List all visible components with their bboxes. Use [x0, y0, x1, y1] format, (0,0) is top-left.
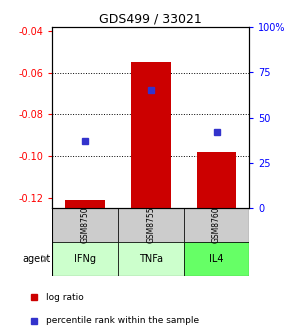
Title: GDS499 / 33021: GDS499 / 33021 [99, 13, 202, 26]
Text: agent: agent [23, 254, 51, 264]
Text: GSM8760: GSM8760 [212, 207, 221, 244]
Bar [197, 152, 236, 208]
Bar [52, 208, 118, 242]
Bar [131, 62, 171, 208]
Text: GSM8750: GSM8750 [81, 207, 90, 244]
Text: percentile rank within the sample: percentile rank within the sample [46, 317, 200, 325]
Bar [65, 200, 105, 208]
Bar [184, 242, 249, 276]
Text: IL4: IL4 [209, 254, 224, 264]
Text: TNFa: TNFa [139, 254, 163, 264]
Bar [118, 242, 184, 276]
Text: GSM8755: GSM8755 [146, 207, 155, 244]
Text: log ratio: log ratio [46, 293, 84, 302]
Text: IFNg: IFNg [74, 254, 96, 264]
Bar [118, 208, 184, 242]
Bar [184, 208, 249, 242]
Bar [52, 242, 118, 276]
